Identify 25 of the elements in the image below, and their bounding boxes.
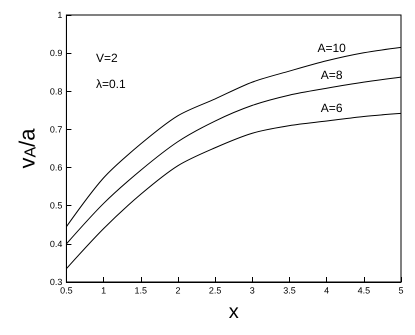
annotation: λ=0.1 <box>96 77 126 91</box>
x-tick-label: 4 <box>324 286 330 296</box>
series-label: A=8 <box>320 68 343 82</box>
x-tick-label: 1 <box>101 286 106 296</box>
y-tick-label: 0.5 <box>50 200 62 211</box>
y-tick-label: 0.3 <box>50 277 62 287</box>
x-tick-label: 2 <box>175 286 180 296</box>
y-tick-label: 1 <box>57 10 62 20</box>
x-axis-title: x <box>228 301 239 323</box>
x-tick-label: 1.5 <box>134 286 148 296</box>
x-tick-label: 0.5 <box>60 286 73 296</box>
y-axis-title: vA/a <box>14 128 40 169</box>
x-tick-label: 3 <box>250 286 255 296</box>
y-tick-label: 0.4 <box>50 238 62 249</box>
y-tick-label: 0.8 <box>50 86 62 96</box>
x-tick-label: 3.5 <box>283 286 296 296</box>
y-tick-label: 0.6 <box>50 162 62 173</box>
annotation: V=2 <box>96 51 118 65</box>
series-label: A=6 <box>320 101 343 116</box>
x-tick-label: 2.5 <box>208 286 222 296</box>
x-tick-label: 5 <box>398 286 404 296</box>
x-tick-label: 4.5 <box>358 286 370 296</box>
series-label: A=10 <box>317 40 346 55</box>
y-tick-label: 0.9 <box>50 48 62 58</box>
y-tick-label: 0.7 <box>50 124 62 134</box>
